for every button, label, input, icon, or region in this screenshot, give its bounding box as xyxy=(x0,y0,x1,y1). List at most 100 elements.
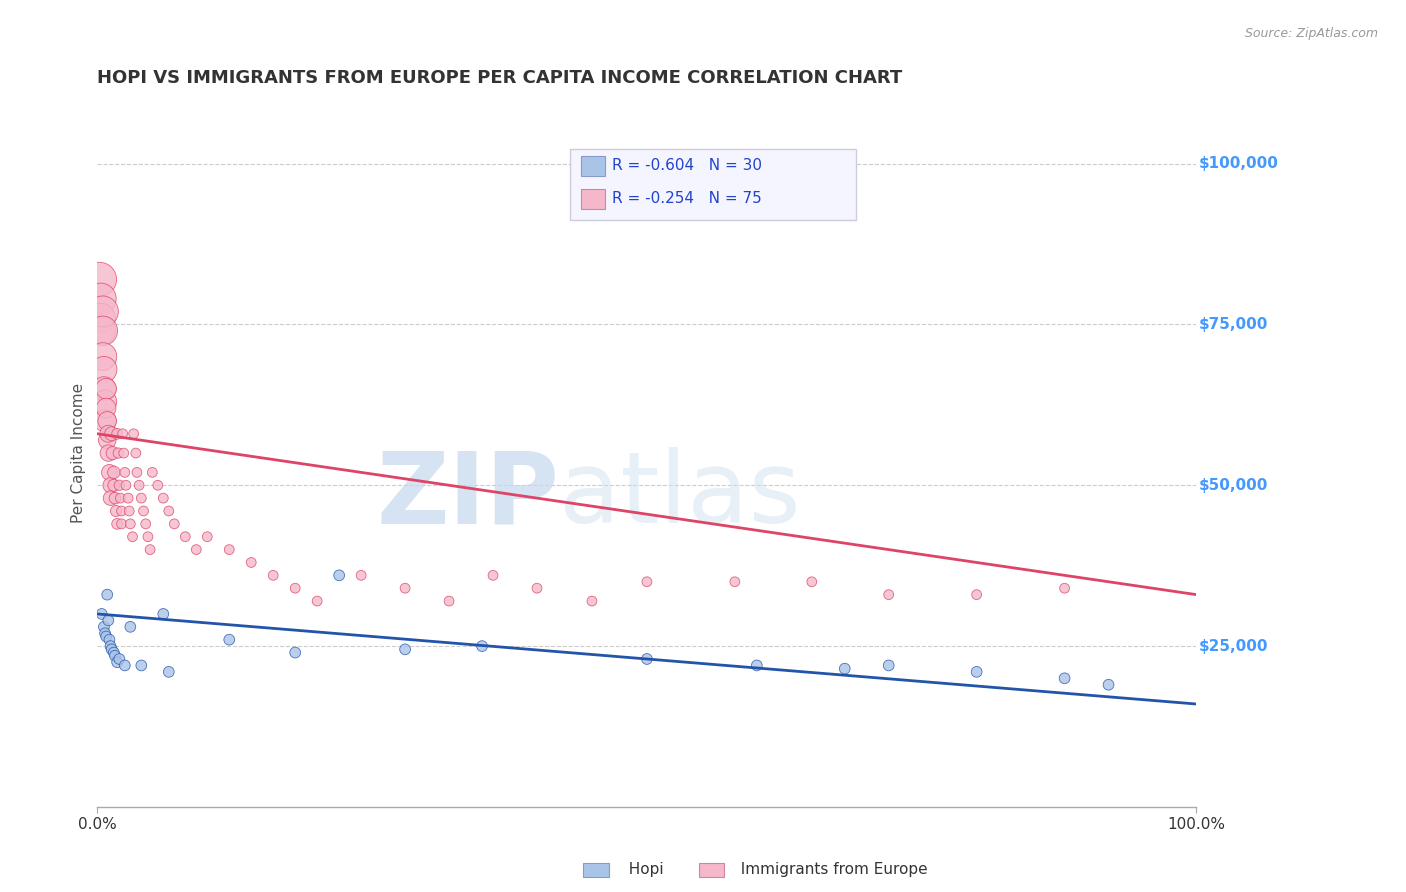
Point xyxy=(122,426,145,441)
Point xyxy=(93,362,115,376)
Point xyxy=(146,478,169,492)
Point xyxy=(115,478,138,492)
Point xyxy=(90,607,112,621)
Point xyxy=(111,426,134,441)
Point xyxy=(136,530,159,544)
Point xyxy=(94,630,117,644)
FancyBboxPatch shape xyxy=(569,149,856,219)
Point xyxy=(105,426,128,441)
Point xyxy=(97,426,120,441)
Point xyxy=(121,530,143,544)
Point xyxy=(131,658,153,673)
Point xyxy=(284,646,307,660)
Point xyxy=(800,574,823,589)
Point xyxy=(120,516,142,531)
Point xyxy=(112,446,135,460)
FancyBboxPatch shape xyxy=(581,156,605,176)
Point xyxy=(307,594,329,608)
Point xyxy=(105,504,128,518)
Point xyxy=(94,626,117,640)
Point xyxy=(152,607,174,621)
Point xyxy=(877,658,900,673)
Point xyxy=(114,466,136,480)
Point xyxy=(218,542,240,557)
Text: $25,000: $25,000 xyxy=(1199,639,1268,654)
Point xyxy=(174,530,197,544)
Point xyxy=(1053,581,1076,595)
Point xyxy=(966,665,988,679)
Text: Hopi: Hopi xyxy=(619,863,664,877)
Point xyxy=(105,516,128,531)
Point xyxy=(120,620,142,634)
Point xyxy=(636,574,658,589)
Point xyxy=(105,655,128,669)
Point xyxy=(104,648,127,663)
Point xyxy=(89,272,111,286)
Point xyxy=(103,478,125,492)
Point xyxy=(834,662,856,676)
Point xyxy=(139,542,162,557)
Point xyxy=(110,516,132,531)
Point xyxy=(1053,671,1076,685)
Point xyxy=(482,568,505,582)
Point xyxy=(157,504,180,518)
Point xyxy=(966,588,988,602)
Point xyxy=(94,382,117,396)
Point xyxy=(110,504,132,518)
Point xyxy=(100,478,122,492)
Point xyxy=(108,652,131,666)
Point xyxy=(186,542,208,557)
Point xyxy=(96,434,118,448)
Point xyxy=(100,639,122,653)
Y-axis label: Per Capita Income: Per Capita Income xyxy=(72,383,86,523)
Point xyxy=(94,414,117,428)
Text: $100,000: $100,000 xyxy=(1199,156,1278,171)
Point xyxy=(91,324,114,338)
Point xyxy=(93,620,115,634)
Point xyxy=(90,292,112,306)
Point xyxy=(636,652,658,666)
Text: R = -0.254   N = 75: R = -0.254 N = 75 xyxy=(612,191,762,206)
Point xyxy=(97,613,120,627)
Point xyxy=(114,658,136,673)
Point xyxy=(96,414,118,428)
Point xyxy=(132,504,155,518)
Point xyxy=(94,394,117,409)
Point xyxy=(218,632,240,647)
Point xyxy=(101,446,124,460)
Point xyxy=(103,466,125,480)
Point xyxy=(526,581,548,595)
Point xyxy=(128,478,150,492)
Point xyxy=(581,594,603,608)
Point xyxy=(94,401,117,415)
Point xyxy=(284,581,307,595)
Point xyxy=(350,568,373,582)
Point xyxy=(93,382,115,396)
Point xyxy=(117,491,139,505)
Point xyxy=(152,491,174,505)
Point xyxy=(90,310,112,325)
Point xyxy=(100,426,122,441)
Text: R = -0.604   N = 30: R = -0.604 N = 30 xyxy=(612,158,762,172)
Text: $75,000: $75,000 xyxy=(1199,317,1268,332)
Point xyxy=(262,568,284,582)
Point xyxy=(91,350,114,364)
Point xyxy=(100,642,122,657)
Point xyxy=(745,658,768,673)
Point xyxy=(877,588,900,602)
Point xyxy=(104,491,127,505)
Text: atlas: atlas xyxy=(560,447,800,544)
Text: ZIP: ZIP xyxy=(375,447,560,544)
Point xyxy=(394,642,416,657)
Point xyxy=(110,491,132,505)
Point xyxy=(471,639,494,653)
Point xyxy=(125,446,148,460)
Point xyxy=(1097,678,1119,692)
Text: Source: ZipAtlas.com: Source: ZipAtlas.com xyxy=(1244,27,1378,40)
Point xyxy=(91,304,114,318)
Point xyxy=(108,478,131,492)
Point xyxy=(195,530,218,544)
Point xyxy=(157,665,180,679)
Point xyxy=(98,466,121,480)
Point xyxy=(107,446,129,460)
